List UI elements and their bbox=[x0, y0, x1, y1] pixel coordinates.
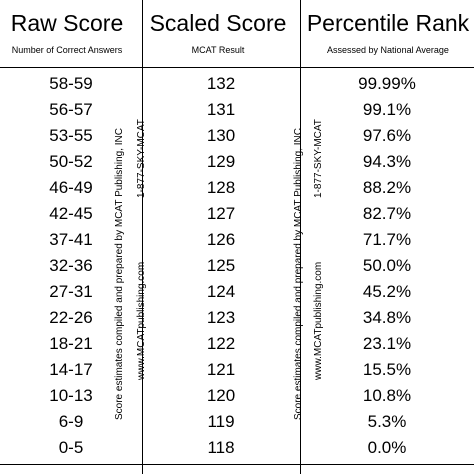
table-bottom-border bbox=[0, 464, 474, 465]
raw-score-cell: 10-13 bbox=[49, 386, 93, 405]
raw-score-cell: 32-36 bbox=[49, 256, 93, 275]
raw-score-cell: 53-55 bbox=[49, 126, 93, 145]
table-row: 0-5 118 0.0% bbox=[0, 435, 474, 460]
table-row: 18-21 122 23.1% bbox=[0, 331, 474, 356]
table-row: 6-9 119 5.3% bbox=[0, 409, 474, 434]
table-row: 42-45 127 82.7% bbox=[0, 201, 474, 226]
raw-score-cell: 56-57 bbox=[49, 100, 93, 119]
raw-score-subheader: Number of Correct Answers bbox=[11, 45, 123, 55]
scaled-score-cell: 127 bbox=[206, 204, 236, 223]
percentile-rank-cell: 15.5% bbox=[362, 360, 412, 379]
column-divider bbox=[300, 0, 301, 474]
percentile-rank-cell: 50.0% bbox=[362, 256, 412, 275]
credit-publisher: Score estimates compiled and prepared by… bbox=[293, 128, 304, 420]
raw-score-cell: 42-45 bbox=[49, 204, 93, 223]
credit-phone: 1-877-SKY-MCAT bbox=[136, 119, 147, 198]
table-row: 58-59 132 99.99% bbox=[0, 71, 474, 96]
scaled-score-cell: 125 bbox=[206, 256, 236, 275]
percentile-rank-cell: 10.8% bbox=[362, 386, 412, 405]
percentile-rank-cell: 23.1% bbox=[362, 334, 412, 353]
table-row: 32-36 125 50.0% bbox=[0, 253, 474, 278]
column-divider bbox=[142, 0, 143, 474]
percentile-rank-cell: 34.8% bbox=[362, 308, 412, 327]
percentile-rank-cell: 88.2% bbox=[362, 178, 412, 197]
table-row: 10-13 120 10.8% bbox=[0, 383, 474, 408]
raw-score-cell: 22-26 bbox=[49, 308, 93, 327]
raw-score-cell: 46-49 bbox=[49, 178, 93, 197]
scaled-score-cell: 130 bbox=[206, 126, 236, 145]
percentile-rank-cell: 99.1% bbox=[362, 100, 412, 119]
scaled-score-cell: 123 bbox=[206, 308, 236, 327]
credit-publisher: Score estimates compiled and prepared by… bbox=[114, 128, 125, 420]
scaled-score-cell: 119 bbox=[207, 412, 235, 431]
scaled-score-cell: 122 bbox=[206, 334, 236, 353]
table-row: 14-17 121 15.5% bbox=[0, 357, 474, 382]
raw-score-header: Raw Score bbox=[10, 10, 124, 36]
scaled-score-cell: 128 bbox=[206, 178, 236, 197]
scaled-score-cell: 118 bbox=[207, 438, 235, 457]
percentile-rank-header: Percentile Rank bbox=[306, 10, 470, 36]
percentile-rank-cell: 94.3% bbox=[362, 152, 412, 171]
scaled-score-cell: 124 bbox=[206, 282, 236, 301]
scaled-score-cell: 126 bbox=[206, 230, 236, 249]
credit-website: www.MCATpublishing.com bbox=[136, 261, 147, 380]
scaled-score-cell: 131 bbox=[206, 100, 236, 119]
raw-score-cell: 58-59 bbox=[49, 74, 93, 93]
percentile-rank-cell: 5.3% bbox=[367, 412, 407, 431]
credit-phone: 1-877-SKY-MCAT bbox=[313, 119, 324, 198]
raw-score-cell: 27-31 bbox=[49, 282, 93, 301]
percentile-rank-cell: 82.7% bbox=[362, 204, 412, 223]
scaled-score-cell: 129 bbox=[206, 152, 236, 171]
scaled-score-header: Scaled Score bbox=[149, 10, 287, 36]
percentile-rank-cell: 45.2% bbox=[362, 282, 412, 301]
table-row: 37-41 126 71.7% bbox=[0, 227, 474, 252]
table-row: 50-52 129 94.3% bbox=[0, 149, 474, 174]
credit-website: www.MCATpublishing.com bbox=[313, 261, 324, 380]
header-divider bbox=[0, 67, 474, 68]
raw-score-cell: 50-52 bbox=[49, 152, 93, 171]
raw-score-cell: 37-41 bbox=[49, 230, 93, 249]
table-row: 46-49 128 88.2% bbox=[0, 175, 474, 200]
raw-score-cell: 6-9 bbox=[58, 412, 84, 431]
table-row: 22-26 123 34.8% bbox=[0, 305, 474, 330]
percentile-rank-cell: 97.6% bbox=[362, 126, 412, 145]
raw-score-cell: 18-21 bbox=[49, 334, 93, 353]
table-row: 56-57 131 99.1% bbox=[0, 97, 474, 122]
scaled-score-cell: 120 bbox=[206, 386, 236, 405]
percentile-rank-cell: 99.99% bbox=[358, 74, 416, 93]
table-row: 27-31 124 45.2% bbox=[0, 279, 474, 304]
raw-score-cell: 14-17 bbox=[49, 360, 93, 379]
table-row: 53-55 130 97.6% bbox=[0, 123, 474, 148]
scaled-score-subheader: MCAT Result bbox=[191, 45, 245, 55]
scaled-score-cell: 121 bbox=[206, 360, 236, 379]
percentile-rank-subheader: Assessed by National Average bbox=[327, 45, 449, 55]
raw-score-cell: 0-5 bbox=[58, 438, 84, 457]
percentile-rank-cell: 0.0% bbox=[367, 438, 407, 457]
percentile-rank-cell: 71.7% bbox=[362, 230, 412, 249]
scaled-score-cell: 132 bbox=[206, 74, 236, 93]
